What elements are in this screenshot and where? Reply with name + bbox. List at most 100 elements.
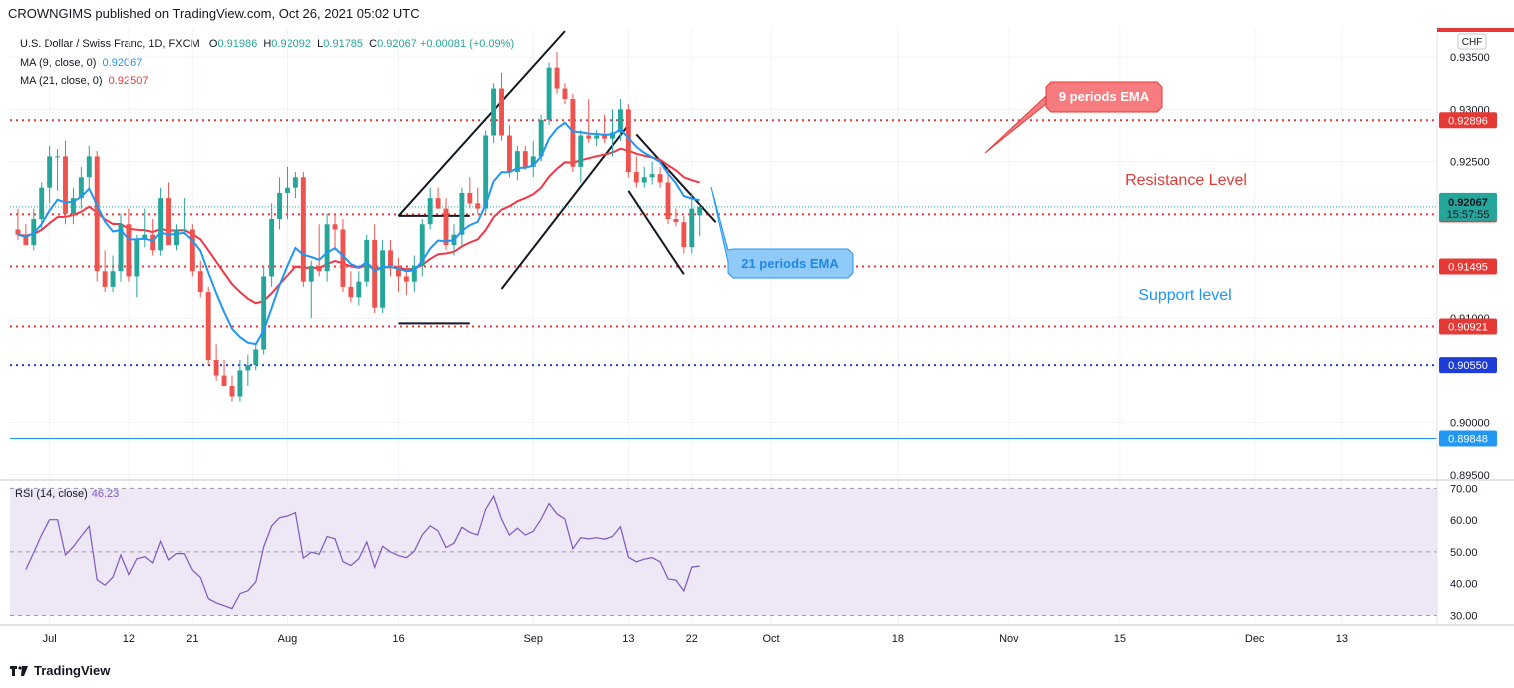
candle-body — [602, 135, 608, 139]
time-label: 21 — [186, 633, 198, 645]
price-change: +0.00081 (+0.09%) — [419, 38, 515, 50]
ema9-callout-box — [984, 81, 1163, 154]
candle-body — [229, 386, 235, 397]
candle-body — [166, 198, 172, 246]
price-tag-0.92896: 0.92896 — [1448, 115, 1488, 127]
candle-body — [102, 271, 108, 287]
price-tag-0.90550: 0.90550 — [1448, 360, 1488, 372]
time-label: 22 — [686, 633, 698, 645]
time-label: 13 — [1336, 633, 1348, 645]
brand-name: TradingView — [34, 663, 111, 678]
candle-body — [372, 239, 378, 308]
candle-body — [586, 135, 592, 139]
candle-body — [340, 229, 346, 287]
price-tick-label: 0.90000 — [1450, 418, 1490, 430]
candle-body — [70, 198, 76, 214]
symbol-name: U.S. Dollar / Swiss Franc, 1D, FXCM — [20, 38, 200, 50]
price-tag-0.89848-bg — [1439, 430, 1497, 447]
candle-body — [697, 206, 703, 216]
candle-body — [673, 219, 679, 223]
candle-body — [562, 88, 568, 99]
rsi-legend[interactable]: RSI (14, close) 46.23 — [15, 488, 119, 500]
candle-body — [570, 98, 576, 167]
ma9-row[interactable]: MA (9, close, 0) 0.92067 — [20, 54, 514, 73]
candle-body — [285, 187, 290, 193]
candle-body — [530, 156, 536, 167]
candle-body — [150, 234, 156, 251]
candle-body — [459, 192, 465, 235]
candle-body — [522, 151, 528, 167]
candle-body — [78, 177, 84, 199]
candle-body — [158, 198, 164, 251]
ma9-label: MA (9, close, 0) — [20, 56, 97, 69]
candle-body — [467, 192, 473, 204]
ma21-label: MA (21, close, 0) — [20, 75, 103, 87]
candle-body — [483, 135, 489, 209]
candle-body — [245, 365, 251, 371]
candle-body — [205, 292, 211, 360]
candle-body — [554, 67, 560, 89]
candle-body — [538, 119, 544, 157]
candle-body — [617, 109, 623, 133]
price-tag-0.90921-bg — [1439, 318, 1497, 335]
candle-body — [649, 174, 655, 178]
rsi-tick-label: 30.00 — [1450, 610, 1478, 622]
support-label: Support level — [1138, 287, 1231, 304]
candle-body — [126, 224, 132, 277]
candle-body — [277, 192, 283, 220]
candle-body — [348, 286, 354, 298]
candle-body — [681, 222, 687, 248]
time-label: Dec — [1245, 633, 1265, 645]
candle-body — [665, 182, 671, 220]
time-label: 18 — [892, 633, 904, 645]
candle-body — [134, 239, 140, 277]
published-header: CROWNGIMS published on TradingView.com, … — [8, 6, 420, 21]
time-label: Nov — [999, 633, 1019, 645]
wedge-lower-line — [627, 190, 685, 275]
time-labels: Jul 12 21 Aug 16 Sep 13 22 Oct 18 Nov 15 Dec 13 — [43, 633, 1348, 645]
rsi-line — [25, 494, 700, 610]
candle-body — [396, 266, 401, 277]
candle-body — [403, 276, 409, 282]
candle-body — [308, 266, 314, 282]
candle-body — [118, 224, 124, 272]
price-tag-0.91495-bg — [1439, 258, 1497, 275]
tradingview-brand[interactable]: TradingView — [10, 663, 110, 678]
candle-body — [419, 224, 425, 267]
tradingview-logo-icon — [10, 665, 28, 676]
candle-body — [181, 229, 187, 231]
symbol-row[interactable]: U.S. Dollar / Swiss Franc, 1D, FXCM O0.9… — [20, 35, 514, 54]
time-label: Sep — [523, 633, 543, 645]
ma9-value: 0.92067 — [102, 56, 143, 69]
ema9-callout-text: 9 periods EMA — [1059, 89, 1150, 104]
candle-body — [316, 266, 322, 272]
candle-body — [94, 156, 100, 272]
candle-body — [213, 359, 219, 376]
time-label: 13 — [622, 633, 634, 645]
candle-body — [641, 177, 647, 183]
rsi-tick-label: 70.00 — [1450, 483, 1478, 495]
candle-body — [221, 375, 227, 387]
ohlc-open: O0.91986 — [202, 38, 258, 50]
currency-label: CHF — [1462, 37, 1483, 48]
time-label: 16 — [392, 633, 404, 645]
time-label: Aug — [278, 633, 298, 645]
candle-body — [364, 239, 370, 282]
rsi-tick-label: 60.00 — [1450, 515, 1478, 527]
candle-body — [491, 88, 497, 136]
price-tick-label: 0.93500 — [1450, 52, 1490, 64]
ohlc-close: C0.92067 — [366, 38, 417, 50]
candle-body — [15, 229, 21, 235]
candle-body — [197, 271, 203, 293]
candle-body — [610, 132, 615, 139]
candle-body — [23, 234, 29, 246]
candle-body — [388, 250, 393, 267]
candle-body — [633, 172, 639, 183]
candle-body — [55, 156, 61, 158]
candle-body — [253, 349, 259, 366]
currency-badge — [1457, 33, 1487, 50]
candle-body — [443, 208, 449, 246]
candle-body — [47, 156, 53, 188]
candle-body — [427, 198, 433, 225]
